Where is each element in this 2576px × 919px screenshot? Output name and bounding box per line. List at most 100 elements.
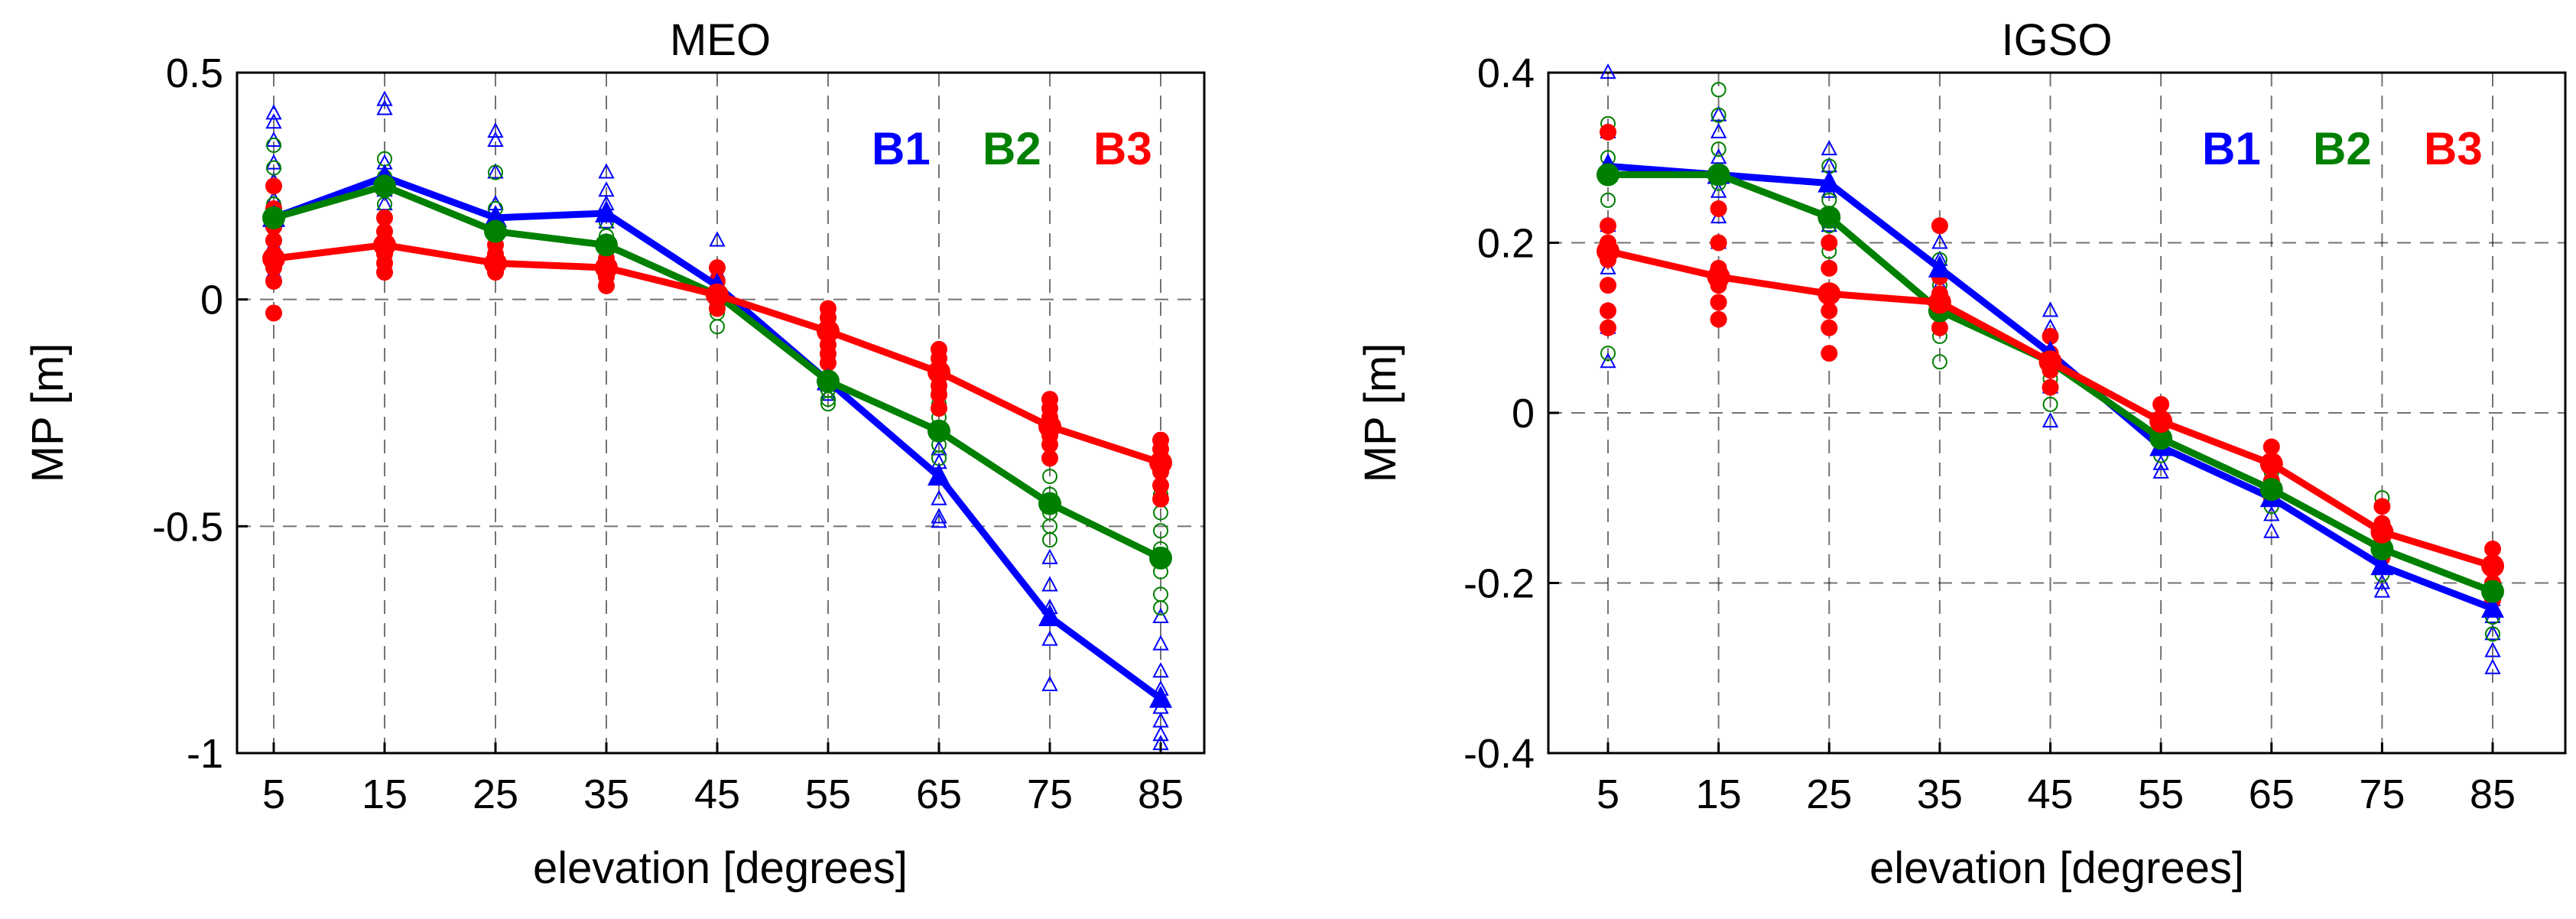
meo-chart-panel: 5 15 25 35 45 55 65 75 85 -1 -0.5 0 0.5 MEO elevatio… (23, 15, 1206, 893)
igso-b1-scatter-point (1600, 352, 1616, 369)
meo-b3-scatter-point (931, 400, 947, 417)
meo-x-axis-label: elevation [degrees] (533, 843, 908, 893)
igso-b3-scatter-point (1821, 234, 1838, 252)
meo-b3-scatter-point (265, 177, 282, 195)
meo-b3-scatter-point (598, 277, 615, 294)
igso-b3-mean-marker (1928, 291, 1951, 314)
meo-b1-scatter-point (709, 231, 726, 247)
meo-b2-mean-marker (1038, 492, 1061, 515)
igso-y-tick-label: 0.4 (1477, 50, 1535, 96)
igso-b2-mean-marker (2370, 537, 2394, 560)
meo-b1-scatter-point (376, 90, 393, 106)
meo-y-axis-label: MP [m] (23, 343, 73, 483)
igso-b3-mean-marker (1707, 265, 1730, 288)
meo-b3-mean-marker (1038, 414, 1061, 438)
igso-legend-b3: B3 (2424, 123, 2483, 174)
igso-b2-scatter-point (1931, 354, 1947, 370)
igso-b3-mean-marker (2259, 452, 2283, 476)
meo-legend-b1: B1 (872, 123, 931, 174)
meo-b1-scatter-point (265, 104, 282, 120)
igso-b3-scatter-point (2484, 541, 2501, 557)
igso-b2-scatter-point (1710, 107, 1727, 123)
meo-b2-mean-marker (927, 419, 950, 443)
meo-b3-mean-marker (373, 233, 396, 257)
igso-ticks: 5 15 25 35 45 55 65 75 85 -0.4 -0.2 0 0.2 0.4 (1463, 50, 2516, 817)
igso-x-tick-label: 45 (2027, 771, 2073, 817)
meo-x-tick-label: 85 (1138, 771, 1184, 817)
igso-b1-scatter-point (2042, 411, 2059, 428)
igso-b2-mean-marker (2259, 478, 2283, 502)
meo-b1-scatter-point (1152, 662, 1169, 678)
igso-series-layer (1597, 63, 2504, 674)
igso-b1-scatter-point (2484, 625, 2501, 641)
igso-y-tick-label: 0 (1512, 391, 1535, 437)
meo-b2-mean-marker (1149, 546, 1172, 570)
meo-b1-scatter-point (487, 163, 504, 179)
igso-b3-mean-marker (2481, 554, 2504, 578)
igso-b1-scatter-point (2484, 641, 2501, 658)
meo-b1-mean-marker (595, 200, 618, 222)
igso-b3-scatter-point (1710, 294, 1727, 311)
meo-plot-area (236, 71, 1206, 755)
meo-b3-mean-marker (262, 247, 285, 271)
meo-b2-scatter-point (1042, 532, 1057, 548)
meo-b1-scatter-point (1152, 607, 1169, 623)
meo-b2-scatter-point (488, 164, 503, 180)
meo-b2-scatter-point (1153, 600, 1168, 616)
igso-b2-scatter-point (2485, 626, 2500, 642)
igso-b1-scatter-point (2152, 463, 2169, 479)
igso-b3-scatter-point (1600, 217, 1616, 235)
meo-b1-scatter-point (1041, 548, 1058, 564)
meo-x-tick-label: 25 (473, 771, 518, 817)
igso-b3-scatter-point (1821, 319, 1838, 336)
igso-b3-scatter-point (1600, 123, 1616, 141)
igso-b3-scatter-point (1931, 217, 1948, 235)
igso-b3-scatter-point (1710, 200, 1727, 217)
meo-b2-scatter-point (1153, 523, 1168, 539)
meo-x-tick-label: 55 (805, 771, 851, 817)
igso-x-tick-label: 85 (2470, 771, 2516, 817)
igso-b1-scatter-point (1600, 63, 1616, 79)
igso-legend: B1 B2 B3 (2202, 123, 2483, 174)
meo-b2-scatter-point (820, 396, 836, 412)
igso-chart-title: IGSO (2001, 15, 2112, 65)
meo-b1-scatter-point (1041, 630, 1058, 646)
meo-b1-scatter-point (487, 131, 504, 147)
igso-legend-b1: B1 (2202, 123, 2261, 174)
igso-b2-mean-marker (2481, 580, 2504, 603)
meo-y-tick-label: -1 (187, 731, 223, 777)
meo-x-tick-label: 65 (916, 771, 962, 817)
meo-b3-mean-marker (706, 283, 729, 307)
meo-b3-scatter-point (1152, 476, 1169, 494)
igso-b2-scatter-point (1600, 192, 1616, 208)
igso-b1-scatter-point (2152, 454, 2169, 470)
igso-x-tick-label: 35 (1917, 771, 1963, 817)
igso-b1-scatter-point (2484, 658, 2501, 674)
meo-b1-scatter-point (376, 99, 393, 115)
meo-b1-scatter-point (1041, 675, 1058, 691)
meo-b1-scatter-point (931, 508, 947, 524)
igso-b3-scatter-point (1600, 302, 1616, 320)
meo-b3-scatter-point (709, 259, 726, 277)
igso-y-tick-label: -0.4 (1463, 731, 1535, 777)
igso-b3-scatter-point (1821, 345, 1838, 362)
meo-b1-mean-marker (1038, 604, 1061, 626)
meo-b3-mean-marker (595, 256, 618, 280)
igso-b3-scatter-point (2152, 395, 2170, 413)
meo-x-tick-label: 35 (583, 771, 629, 817)
meo-b1-mean-marker (484, 204, 507, 227)
meo-b1-scatter-point (931, 489, 947, 505)
meo-b3-scatter-point (265, 232, 282, 249)
meo-b3-mean-marker (1149, 451, 1172, 475)
igso-b1-scatter-point (2263, 505, 2280, 521)
igso-b1-scatter-point (2373, 573, 2391, 589)
meo-b2-mean-marker (262, 206, 285, 229)
igso-b3-mean-marker (1817, 282, 1841, 306)
igso-b3-mean-marker (2149, 410, 2173, 434)
igso-y-tick-label: 0.2 (1477, 221, 1535, 267)
meo-b2-scatter-point (266, 137, 281, 153)
igso-b3-scatter-point (1931, 319, 1948, 336)
igso-b1-mean-marker (1928, 255, 1951, 278)
igso-b3-scatter-point (1821, 259, 1838, 277)
